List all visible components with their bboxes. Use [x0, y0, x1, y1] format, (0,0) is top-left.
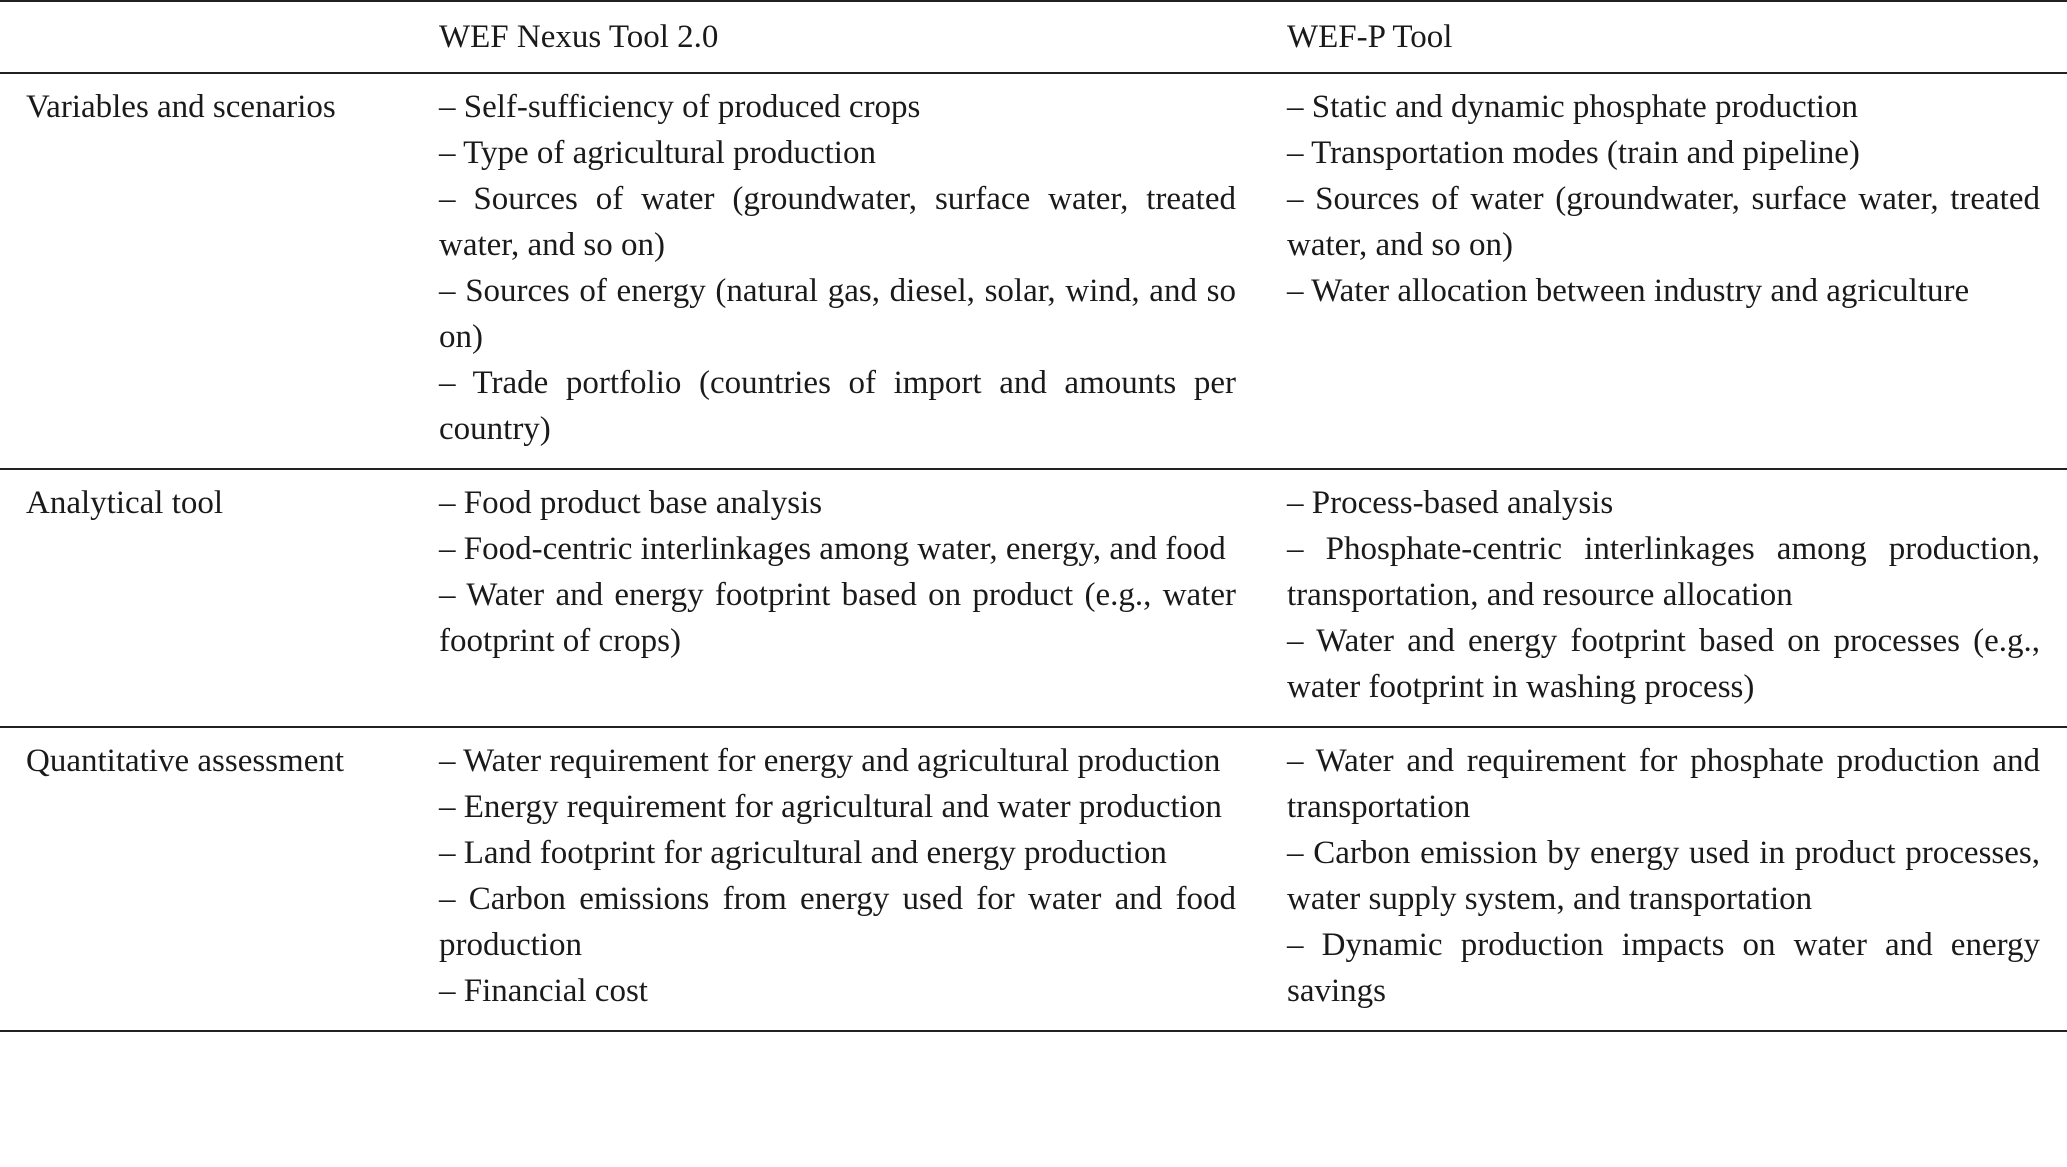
- table-header: WEF Nexus Tool 2.0 WEF-P Tool: [0, 1, 2067, 73]
- cell-item: – Sources of energy (natural gas, diesel…: [439, 273, 1236, 355]
- cell-item: – Energy requirement for agricultural an…: [439, 789, 1222, 825]
- table-cell: – Water requirement for energy and agric…: [439, 727, 1287, 1031]
- cell-item: – Water and requirement for phosphate pr…: [1287, 743, 2040, 825]
- cell-item: – Type of agricultural production: [439, 135, 876, 171]
- cell-item: – Sources of water (groundwater, surface…: [439, 181, 1236, 263]
- column-header: WEF Nexus Tool 2.0: [439, 19, 719, 55]
- cell-item: – Water requirement for energy and agric…: [439, 743, 1221, 779]
- row-label: Variables and scenarios: [26, 89, 336, 125]
- cell-item: – Phosphate-centric interlinkages among …: [1287, 531, 2040, 613]
- cell-item: – Trade portfolio (countries of import a…: [439, 365, 1236, 447]
- cell-item: – Self-sufficiency of produced crops: [439, 89, 921, 125]
- table-row: Analytical tool – Food product base analy…: [0, 469, 2067, 727]
- table-row: Variables and scenarios – Self-sufficienc…: [0, 73, 2067, 469]
- column-header: WEF-P Tool: [1287, 19, 1453, 55]
- cell-item: – Transportation modes (train and pipeli…: [1287, 135, 1860, 171]
- table-cell: – Static and dynamic phosphate productio…: [1287, 73, 2067, 469]
- cell-item: – Static and dynamic phosphate productio…: [1287, 89, 1858, 125]
- table-cell: – Food product base analysis – Food-centr…: [439, 469, 1287, 727]
- cell-item: – Water and energy footprint based on pr…: [439, 577, 1236, 659]
- corner-cell: [0, 1, 439, 73]
- row-label: Quantitative assessment: [26, 743, 345, 779]
- cell-item: – Sources of water (groundwater, surface…: [1287, 181, 2040, 263]
- cell-item: – Process-based analysis: [1287, 485, 1614, 521]
- table-cell: – Self-sufficiency of produced crops – Ty…: [439, 73, 1287, 469]
- row-label: Analytical tool: [26, 485, 224, 521]
- table-cell: – Water and requirement for phosphate pr…: [1287, 727, 2067, 1031]
- cell-item: – Food product base analysis: [439, 485, 823, 521]
- cell-item: – Water and energy footprint based on pr…: [1287, 623, 2040, 705]
- table-body: Variables and scenarios – Self-sufficienc…: [0, 73, 2067, 1031]
- cell-item: – Land footprint for agricultural and en…: [439, 835, 1167, 871]
- table-row: Quantitative assessment – Water requireme…: [0, 727, 2067, 1031]
- cell-item: – Water allocation between industry and …: [1287, 273, 1970, 309]
- cell-item: – Food-centric interlinkages among water…: [439, 531, 1226, 567]
- comparison-table: WEF Nexus Tool 2.0 WEF-P Tool Variables …: [0, 1, 2067, 1031]
- header-row: WEF Nexus Tool 2.0 WEF-P Tool: [0, 1, 2067, 73]
- table-cell: – Process-based analysis – Phosphate-cent…: [1287, 469, 2067, 727]
- cell-item: – Carbon emissions from energy used for …: [439, 881, 1236, 963]
- cell-item: – Financial cost: [439, 973, 648, 1009]
- cell-item: – Dynamic production impacts on water an…: [1287, 927, 2040, 1009]
- cell-item: – Carbon emission by energy used in prod…: [1287, 835, 2040, 917]
